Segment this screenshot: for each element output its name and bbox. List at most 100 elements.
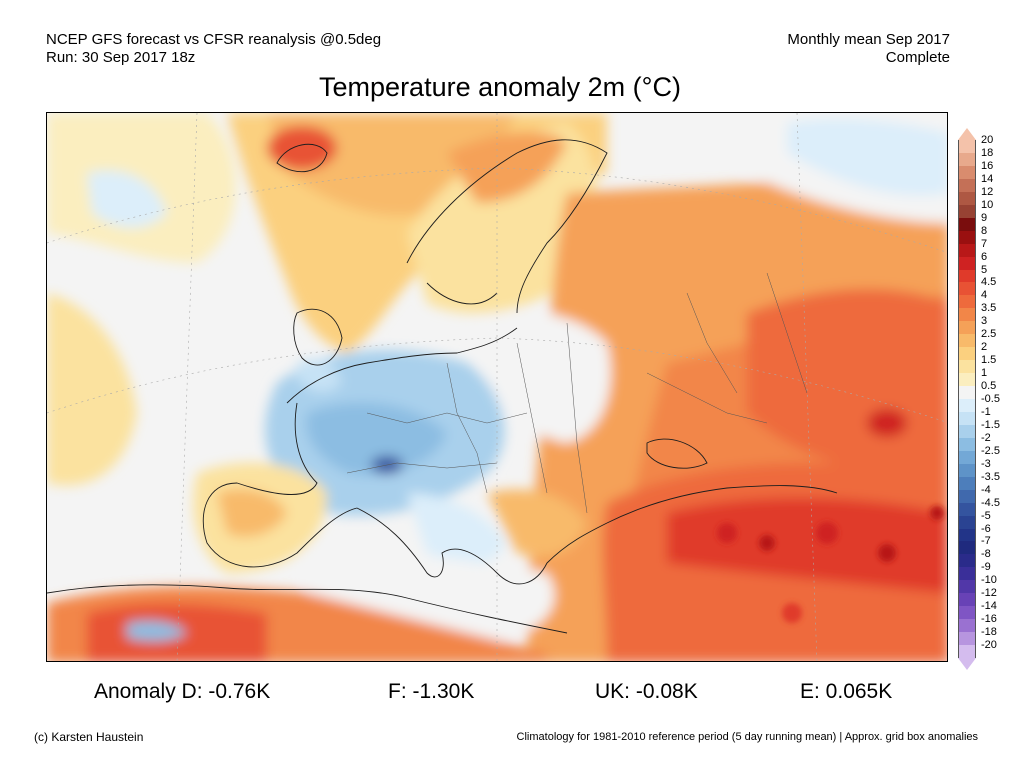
legend-label: 0.5	[981, 380, 997, 393]
legend-swatch	[958, 321, 976, 335]
legend-label: -1.5	[981, 418, 1000, 431]
anomaly-map	[46, 112, 948, 662]
map-title: Temperature anomaly 2m (°C)	[319, 72, 681, 102]
country-borders	[346, 272, 808, 514]
legend-label: -20	[981, 639, 997, 652]
legend-swatch	[958, 567, 976, 581]
legend-label: -12	[981, 587, 997, 600]
legend-swatch	[958, 269, 976, 283]
legend-label: -0.5	[981, 393, 1000, 405]
legend-swatch	[958, 489, 976, 504]
legend-swatch	[958, 424, 976, 439]
legend-swatch	[958, 502, 976, 517]
legend-label: -3	[981, 457, 991, 470]
legend-swatch	[958, 554, 976, 568]
legend-swatch	[958, 334, 976, 348]
legend-label: 1	[981, 367, 988, 380]
stat-germany: Anomaly D: -0.76K	[94, 680, 271, 703]
legend-swatch	[958, 606, 976, 620]
legend-arrow-top	[958, 128, 976, 140]
legend-label: 20	[981, 134, 994, 146]
legend-swatch	[958, 386, 976, 400]
legend-swatch	[958, 515, 976, 529]
legend-label: 7	[981, 237, 988, 250]
legend-swatch	[958, 256, 976, 270]
legend-swatch	[958, 152, 976, 167]
legend-swatch	[958, 580, 976, 594]
legend-label: 8	[981, 224, 988, 237]
legend-swatch	[958, 463, 976, 478]
copyright: (c) Karsten Haustein	[34, 730, 144, 744]
legend-swatch	[958, 347, 976, 361]
legend-swatch	[958, 450, 976, 465]
header-left: NCEP GFS forecast vs CFSR reanalysis @0.…	[46, 31, 381, 67]
legend-label: 2.5	[981, 328, 997, 341]
legend-label: -2	[981, 431, 991, 444]
legend-swatch	[958, 282, 976, 296]
legend-swatch	[958, 360, 976, 374]
legend-label: -8	[981, 548, 991, 561]
legend-label: 14	[981, 172, 994, 185]
color-legend: 20 18 16 14 12 10 9 8 7 6 5 4.5 4 3.5 3 2.5 2 1.5 1 0.5 -0.5…	[958, 128, 1018, 670]
period-label: Monthly mean Sep 2017	[787, 31, 950, 48]
legend-swatch	[958, 476, 976, 491]
legend-swatch	[958, 645, 976, 659]
legend-label: 4	[981, 289, 988, 302]
legend-label: -18	[981, 626, 997, 639]
legend-swatch	[958, 437, 976, 452]
legend-swatch	[958, 178, 976, 193]
legend-swatch	[958, 619, 976, 633]
legend-label: -5	[981, 509, 991, 522]
legend-label: -1	[981, 405, 991, 418]
legend-label: 10	[981, 198, 994, 211]
stat-uk: UK: -0.08K	[595, 680, 698, 703]
legend-arrow-bottom	[958, 658, 976, 670]
legend-label: -9	[981, 561, 991, 574]
legend-label: 3	[981, 315, 988, 328]
legend-label: 2	[981, 341, 988, 354]
legend-swatch	[958, 295, 976, 309]
legend-swatch	[958, 243, 976, 258]
run-time: Run: 30 Sep 2017 18z	[46, 49, 196, 66]
legend-swatch	[958, 191, 976, 206]
legend-swatch	[958, 411, 976, 426]
legend-swatch	[958, 217, 976, 232]
stat-spain: E: 0.065K	[800, 680, 893, 703]
legend-swatch	[958, 140, 976, 154]
legend-swatch	[958, 308, 976, 322]
legend-swatch	[958, 528, 976, 542]
completion-status: Complete	[885, 49, 950, 66]
legend-swatch	[958, 632, 976, 646]
country-anomaly-stats: Anomaly D: -0.76K F: -1.30K UK: -0.08K E…	[0, 680, 1024, 708]
coastlines	[47, 139, 838, 634]
legend-label: 16	[981, 159, 994, 172]
legend-label: -14	[981, 600, 997, 613]
legend-label: -2.5	[981, 444, 1000, 457]
legend-label: 4.5	[981, 276, 997, 289]
legend-swatch	[958, 541, 976, 555]
model-description: NCEP GFS forecast vs CFSR reanalysis @0.…	[46, 31, 382, 48]
legend-label: -7	[981, 535, 991, 548]
legend-label: 18	[981, 146, 994, 159]
legend-label: -3.5	[981, 470, 1000, 483]
legend-label: 5	[981, 263, 988, 276]
legend-label: -4.5	[981, 496, 1000, 509]
legend-label: -6	[981, 522, 991, 535]
legend-swatch	[958, 165, 976, 180]
hotspots	[717, 506, 944, 623]
legend-label: 3.5	[981, 302, 997, 315]
header-right: Monthly mean Sep 2017 Complete	[787, 31, 950, 67]
graticule	[47, 113, 947, 661]
map-canvas	[47, 113, 947, 661]
climatology-note: Climatology for 1981-2010 reference peri…	[516, 731, 978, 743]
legend-swatch	[958, 593, 976, 607]
legend-swatch	[958, 230, 976, 245]
legend-swatch	[958, 204, 976, 219]
legend-label: -4	[981, 483, 991, 496]
legend-label: 1.5	[981, 354, 997, 367]
legend-label: -16	[981, 613, 997, 626]
legend-label: -10	[981, 574, 997, 587]
legend-swatch	[958, 399, 976, 413]
legend-label: 12	[981, 185, 994, 198]
legend-swatch	[958, 373, 976, 387]
